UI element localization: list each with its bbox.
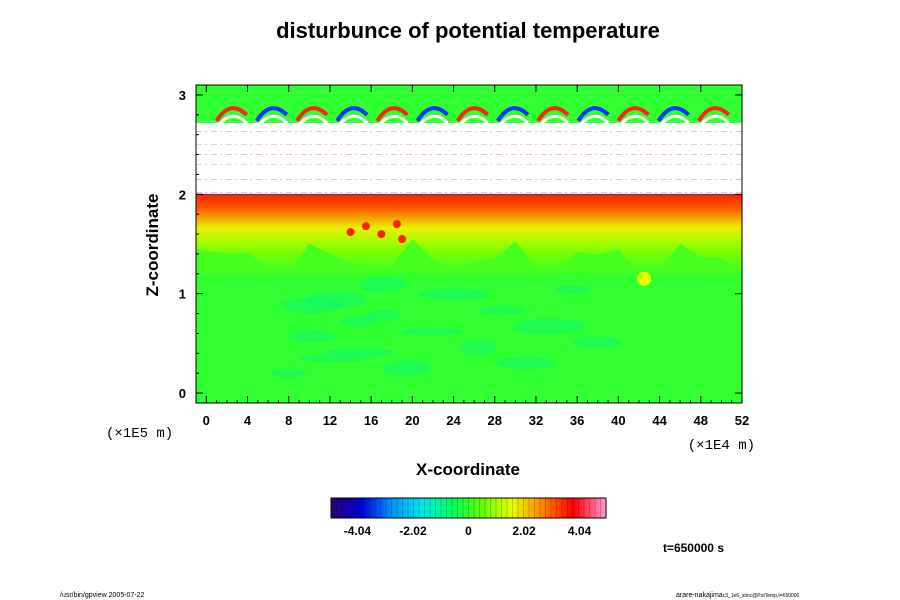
x-tick-label: 8: [285, 413, 292, 428]
y-axis: 0 1 2 3: [179, 88, 742, 401]
field-streak: [418, 288, 491, 301]
upper-wave: [697, 106, 731, 122]
field-streak: [460, 339, 497, 356]
x-tick-label: 52: [735, 413, 749, 428]
upper-wave: [536, 106, 570, 122]
y-axis-label: Z-coordinate: [143, 194, 162, 297]
colorbar-tick-label: 2.02: [512, 524, 536, 538]
x-tick-label: 16: [364, 413, 378, 428]
field-streak: [358, 276, 407, 293]
x-axis-label: X-coordinate: [416, 460, 520, 479]
upper-wave-gap: [659, 114, 690, 126]
field-streak: [477, 306, 526, 315]
upper-wave: [214, 106, 249, 122]
x-tick-label: 44: [652, 413, 667, 428]
field-streak: [555, 285, 592, 294]
field-streak: [383, 360, 432, 377]
undefined-region: [196, 122, 742, 195]
colorbar-tick-label: 4.04: [568, 524, 592, 538]
y-tick-label: 0: [179, 386, 186, 401]
footer-left: /usr/bin/gpview 2005-07-22: [60, 592, 145, 599]
upper-wave: [656, 106, 690, 122]
field-streak: [365, 309, 402, 322]
x-tick-label: 32: [529, 413, 543, 428]
upper-wave: [455, 106, 490, 122]
upper-wave-gap: [418, 114, 449, 126]
upper-wave-gap: [458, 114, 489, 126]
field-streak: [340, 315, 377, 328]
upper-wave-gap: [498, 114, 529, 126]
warm-band: [196, 194, 742, 274]
upper-wave-gap: [297, 114, 329, 126]
x-tick-label: 12: [323, 413, 337, 428]
upper-wave-gap: [699, 114, 730, 126]
upper-wave-gap: [257, 114, 288, 126]
chart-title: disturbunce of potential temperature: [276, 18, 660, 43]
x-axis: 0 4 8 12 16 20 24 28 32 36 40 44 48 52: [203, 85, 749, 428]
plot-frame: [195, 84, 743, 404]
field-blob: [398, 235, 407, 244]
warm-band-edge: [196, 239, 742, 274]
upper-wave: [375, 106, 409, 122]
x-tick-label: 0: [203, 413, 210, 428]
y-tick-label: 3: [179, 88, 186, 103]
field-streak: [400, 327, 461, 336]
field-streak: [299, 354, 372, 363]
field-streak: [306, 291, 367, 308]
upper-wave-gap: [378, 114, 409, 126]
field-streak: [572, 336, 621, 349]
x-tick-label: 36: [570, 413, 584, 428]
footer-right: arare-nakajimac3_1e6_stinc@PotTemp,t=650…: [676, 592, 800, 599]
upper-wave: [335, 106, 369, 122]
upper-wave-gap: [217, 114, 248, 126]
colorbar-tick-label: 0: [465, 524, 472, 538]
field-streak: [323, 348, 396, 357]
field-blob: [377, 230, 386, 239]
upper-wave-gap: [338, 114, 369, 126]
colorbar-tick-label: -2.02: [399, 524, 427, 538]
field-blob: [361, 222, 370, 231]
field-streak: [270, 369, 307, 378]
field-blob: [637, 271, 652, 286]
x-tick-label: 40: [611, 413, 625, 428]
colorbar: -4.04 -2.02 0 2.02 4.04: [330, 497, 607, 538]
field-streak: [495, 357, 556, 370]
field-blob: [392, 220, 401, 229]
field-streak: [288, 330, 337, 343]
upper-wave: [496, 106, 530, 122]
time-label: t=650000 s: [663, 541, 724, 555]
upper-wave-gap: [579, 114, 610, 126]
x-tick-label: 28: [488, 413, 502, 428]
upper-wave: [255, 106, 289, 122]
x-tick-label: 20: [405, 413, 419, 428]
field-blob: [346, 228, 355, 237]
x-unit-label: (×1E4 m): [688, 438, 755, 454]
heatmap-field: [196, 85, 742, 403]
x-tick-label: 4: [244, 413, 252, 428]
upper-wave: [616, 106, 650, 122]
upper-wave-gap: [619, 114, 650, 126]
field-streak: [513, 318, 586, 335]
upper-wave: [295, 106, 329, 122]
y-tick-label: 1: [179, 287, 186, 302]
z-unit-label: (×1E5 m): [106, 426, 173, 442]
y-tick-label: 2: [179, 187, 186, 202]
x-tick-label: 48: [694, 413, 708, 428]
upper-wave-gap: [538, 114, 570, 126]
field-streak: [281, 297, 342, 314]
colorbar-tick-label: -4.04: [344, 524, 372, 538]
upper-wave: [415, 106, 449, 122]
x-tick-label: 24: [446, 413, 461, 428]
upper-wave: [576, 106, 610, 122]
